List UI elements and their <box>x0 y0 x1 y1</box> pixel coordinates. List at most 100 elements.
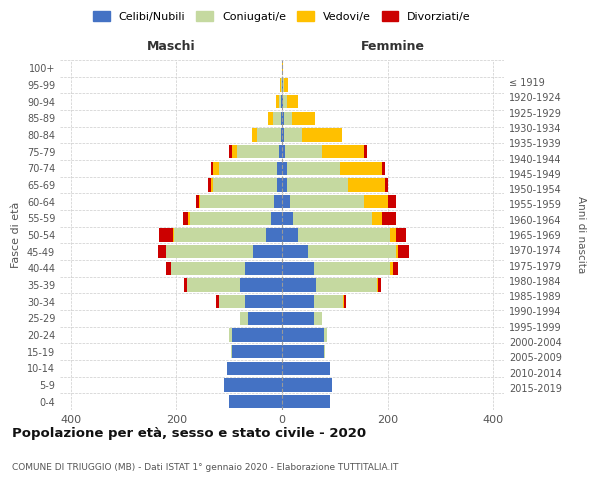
Bar <box>266 228 282 241</box>
Bar <box>283 95 287 108</box>
Bar <box>282 195 290 208</box>
Bar <box>322 145 364 158</box>
Bar <box>395 228 406 241</box>
Y-axis label: Fasce di età: Fasce di età <box>11 202 21 268</box>
Bar <box>378 278 381 291</box>
Bar <box>216 295 218 308</box>
Bar <box>245 295 282 308</box>
Bar <box>237 145 280 158</box>
Bar <box>188 212 190 225</box>
Bar <box>282 162 287 175</box>
Bar <box>340 162 382 175</box>
Bar <box>391 228 395 241</box>
Bar <box>282 145 284 158</box>
Bar <box>292 112 316 125</box>
Bar <box>227 362 282 375</box>
Bar <box>282 362 329 375</box>
Bar <box>282 245 308 258</box>
Bar <box>395 245 398 258</box>
Bar <box>280 78 281 92</box>
Bar <box>200 195 274 208</box>
Bar <box>284 128 302 141</box>
Bar <box>277 178 282 192</box>
Bar <box>385 178 388 192</box>
Y-axis label: Anni di nascita: Anni di nascita <box>575 196 586 274</box>
Bar <box>231 345 232 358</box>
Bar <box>276 95 279 108</box>
Bar <box>364 145 367 158</box>
Bar <box>282 62 283 75</box>
Bar <box>229 395 282 408</box>
Bar <box>248 312 282 325</box>
Bar <box>284 78 289 92</box>
Bar <box>257 128 281 141</box>
Bar <box>184 278 187 291</box>
Bar <box>282 262 314 275</box>
Bar <box>343 295 344 308</box>
Bar <box>158 245 166 258</box>
Bar <box>284 145 322 158</box>
Bar <box>314 295 343 308</box>
Bar <box>274 195 282 208</box>
Bar <box>240 278 282 291</box>
Bar <box>377 278 378 291</box>
Bar <box>160 228 173 241</box>
Bar <box>298 228 391 241</box>
Bar <box>199 195 200 208</box>
Bar <box>187 278 240 291</box>
Bar <box>218 162 277 175</box>
Bar <box>253 245 282 258</box>
Bar <box>213 178 277 192</box>
Bar <box>166 245 253 258</box>
Bar <box>282 112 284 125</box>
Bar <box>281 112 282 125</box>
Legend: Celibi/Nubili, Coniugati/e, Vedovi/e, Divorziati/e: Celibi/Nubili, Coniugati/e, Vedovi/e, Di… <box>90 8 474 25</box>
Bar <box>232 345 282 358</box>
Bar <box>279 95 281 108</box>
Bar <box>308 245 395 258</box>
Bar <box>218 295 245 308</box>
Bar <box>173 228 266 241</box>
Bar <box>372 212 382 225</box>
Bar <box>282 178 287 192</box>
Bar <box>282 345 324 358</box>
Bar <box>287 95 298 108</box>
Bar <box>324 328 327 342</box>
Bar <box>324 345 325 358</box>
Bar <box>282 228 298 241</box>
Bar <box>240 312 248 325</box>
Bar <box>398 245 409 258</box>
Bar <box>314 312 322 325</box>
Bar <box>282 395 329 408</box>
Bar <box>232 145 237 158</box>
Bar <box>190 212 271 225</box>
Bar <box>252 128 257 141</box>
Bar <box>382 212 395 225</box>
Bar <box>282 378 332 392</box>
Bar <box>232 328 282 342</box>
Bar <box>273 112 281 125</box>
Bar <box>388 195 395 208</box>
Text: Femmine: Femmine <box>361 40 425 54</box>
Bar <box>211 178 213 192</box>
Bar <box>268 112 273 125</box>
Bar <box>277 162 282 175</box>
Bar <box>344 295 346 308</box>
Bar <box>282 278 316 291</box>
Bar <box>287 178 348 192</box>
Bar <box>229 328 232 342</box>
Bar <box>245 262 282 275</box>
Bar <box>282 295 314 308</box>
Bar <box>271 212 282 225</box>
Bar <box>282 212 293 225</box>
Bar <box>183 212 188 225</box>
Bar <box>316 278 377 291</box>
Bar <box>280 145 282 158</box>
Bar <box>287 162 340 175</box>
Bar <box>281 128 282 141</box>
Bar <box>282 312 314 325</box>
Text: Popolazione per età, sesso e stato civile - 2020: Popolazione per età, sesso e stato civil… <box>12 428 366 440</box>
Bar <box>283 78 284 92</box>
Bar <box>302 128 342 141</box>
Bar <box>282 128 284 141</box>
